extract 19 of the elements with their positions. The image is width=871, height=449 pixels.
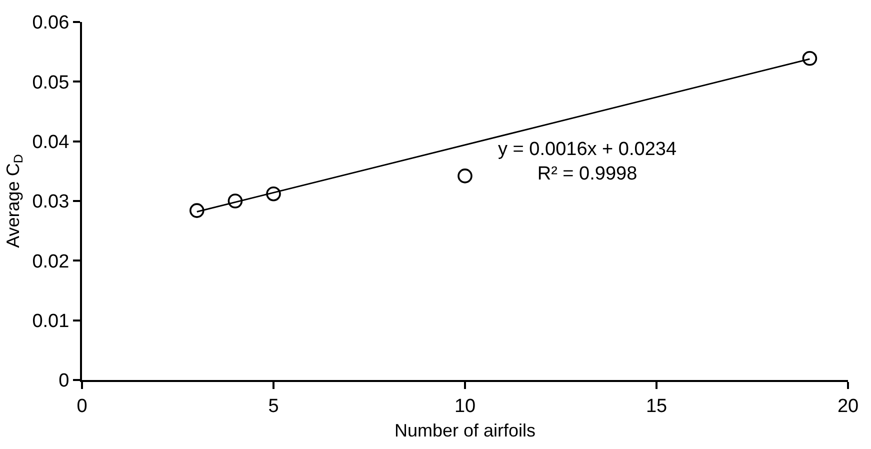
y-tick-label: 0.03 — [32, 192, 70, 213]
annotation: y = 0.0016x + 0.0234 R² = 0.9998 — [498, 139, 677, 185]
y-tick-label: 0.02 — [32, 251, 70, 272]
point — [228, 194, 243, 208]
point — [266, 186, 281, 202]
y-tick-label: 0.05 — [32, 72, 70, 94]
x-tick-label: 10 — [454, 396, 476, 417]
x-tick-label: 20 — [837, 396, 859, 417]
x-tick-label: 0 — [76, 396, 88, 417]
x-axis-title: Number of airfoils — [394, 420, 536, 440]
point — [190, 203, 204, 218]
y-tick-label: 0.06 — [32, 12, 70, 34]
y-tick-label: 0.04 — [32, 132, 70, 153]
x-tick-label: 5 — [268, 396, 279, 417]
point — [458, 168, 472, 184]
point — [802, 51, 818, 66]
x-tick-label: 15 — [646, 396, 668, 417]
y-tick-label: 0.01 — [32, 310, 70, 332]
y-tick-label: 0 — [58, 370, 70, 392]
